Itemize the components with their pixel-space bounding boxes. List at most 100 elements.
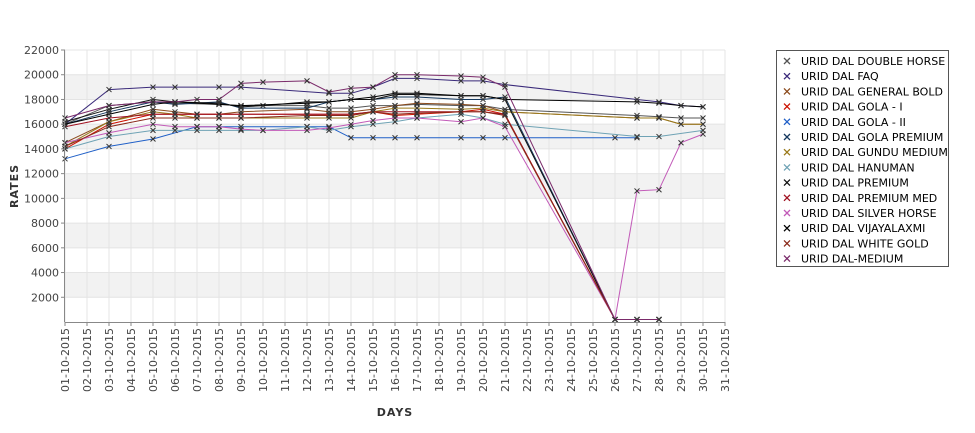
data-point [612, 316, 618, 323]
data-point [458, 78, 464, 84]
data-point [458, 101, 464, 108]
x-tick-label: 03-10-2015 [103, 328, 116, 392]
data-point [348, 96, 354, 103]
legend-item: URID DAL PREMIUM MED [783, 192, 937, 205]
data-point [414, 90, 420, 97]
data-point [348, 112, 354, 119]
data-point [502, 123, 508, 130]
x-tick-label: 27-10-2015 [631, 328, 644, 392]
data-point [106, 129, 112, 136]
y-tick-label: 6000 [31, 242, 59, 255]
data-point [678, 139, 684, 146]
y-tick-label: 20000 [24, 69, 59, 82]
data-point [150, 136, 156, 142]
data-point [106, 123, 112, 130]
data-point [348, 123, 354, 130]
legend-item: URID DAL GENERAL BOLD [783, 85, 943, 98]
data-point [150, 115, 156, 121]
data-point [480, 134, 486, 141]
legend-marker [783, 57, 791, 65]
x-tick-label: 09-10-2015 [235, 328, 248, 392]
legend-box [776, 50, 949, 267]
y-tick-label: 22000 [24, 44, 59, 57]
data-point [414, 71, 420, 78]
series-line [64, 107, 703, 147]
data-point [260, 127, 266, 134]
data-point [656, 133, 662, 140]
x-tick-label: 29-10-2015 [675, 328, 688, 392]
data-point [150, 101, 156, 108]
legend-label: URID DAL HANUMAN [801, 161, 915, 174]
data-point [216, 101, 222, 108]
data-point [700, 115, 706, 121]
legend-marker [783, 194, 791, 202]
y-tick-label: 18000 [24, 93, 59, 106]
data-point [348, 134, 354, 141]
y-tick-label: 8000 [31, 217, 59, 230]
data-point [502, 111, 508, 118]
data-point [480, 108, 486, 115]
data-point [370, 94, 376, 100]
data-point [238, 102, 244, 109]
data-point [172, 115, 178, 121]
series-line [64, 77, 704, 125]
data-point [458, 134, 464, 141]
legend-marker [783, 103, 791, 111]
data-point [634, 188, 640, 194]
data-point [106, 143, 112, 150]
data-point [392, 71, 398, 78]
data-point [458, 111, 464, 118]
data-point [260, 79, 266, 85]
y-tick-label: 16000 [24, 118, 59, 131]
data-point [260, 102, 266, 109]
data-point [348, 90, 354, 97]
legend-marker [783, 255, 791, 263]
data-point [106, 102, 112, 109]
data-point [216, 115, 222, 121]
legend-label: URID DAL GOLA PREMIUM [801, 131, 943, 144]
legend-item: URID DAL PREMIUM [783, 177, 909, 190]
legend-item: URID DAL GOLA - I [783, 101, 903, 114]
data-point [634, 316, 640, 323]
x-tick-label: 05-10-2015 [147, 328, 160, 392]
y-tick-label: 4000 [31, 267, 59, 280]
legend-label: URID DAL WHITE GOLD [801, 237, 929, 250]
data-point [392, 134, 398, 141]
data-point [348, 121, 354, 128]
x-tick-label: 17-10-2015 [411, 328, 424, 392]
legend-item: URID DAL HANUMAN [783, 161, 915, 174]
legend-item: URID DAL-MEDIUM [783, 253, 903, 266]
data-point [458, 73, 464, 79]
data-point [392, 111, 398, 118]
data-point [238, 126, 244, 132]
x-tick-label: 28-10-2015 [653, 328, 666, 392]
legend-label: URID DAL FAQ [801, 70, 879, 83]
legend-label: URID DAL GOLA - II [801, 116, 906, 129]
y-axis-title: RATES [8, 164, 21, 208]
data-point [612, 134, 618, 141]
y-tick-label: 12000 [24, 168, 59, 181]
x-tick-label: 14-10-2015 [345, 328, 358, 392]
y-tick-label: 10000 [24, 192, 59, 205]
legend-item: URID DAL DOUBLE HORSE [783, 55, 945, 68]
legend-marker [783, 224, 791, 232]
legend-item: URID DAL GUNDU MEDIUM [783, 146, 948, 159]
legend-label: URID DAL GOLA - I [801, 101, 903, 114]
data-point [150, 108, 156, 115]
data-point [172, 123, 178, 130]
data-point [458, 92, 464, 99]
legend-label: URID DAL GENERAL BOLD [801, 85, 943, 98]
data-point [370, 96, 376, 103]
data-point [700, 131, 706, 137]
x-tick-label: 22-10-2015 [521, 328, 534, 392]
data-point [634, 133, 640, 140]
x-tick-label: 10-10-2015 [257, 328, 270, 392]
data-point [304, 78, 310, 84]
x-tick-label: 24-10-2015 [565, 328, 578, 392]
data-point [194, 115, 200, 121]
legend-item: URID DAL FAQ [783, 70, 879, 83]
x-tick-label: 13-10-2015 [323, 328, 336, 392]
x-tick-label: 07-10-2015 [191, 328, 204, 392]
data-point [238, 80, 244, 87]
